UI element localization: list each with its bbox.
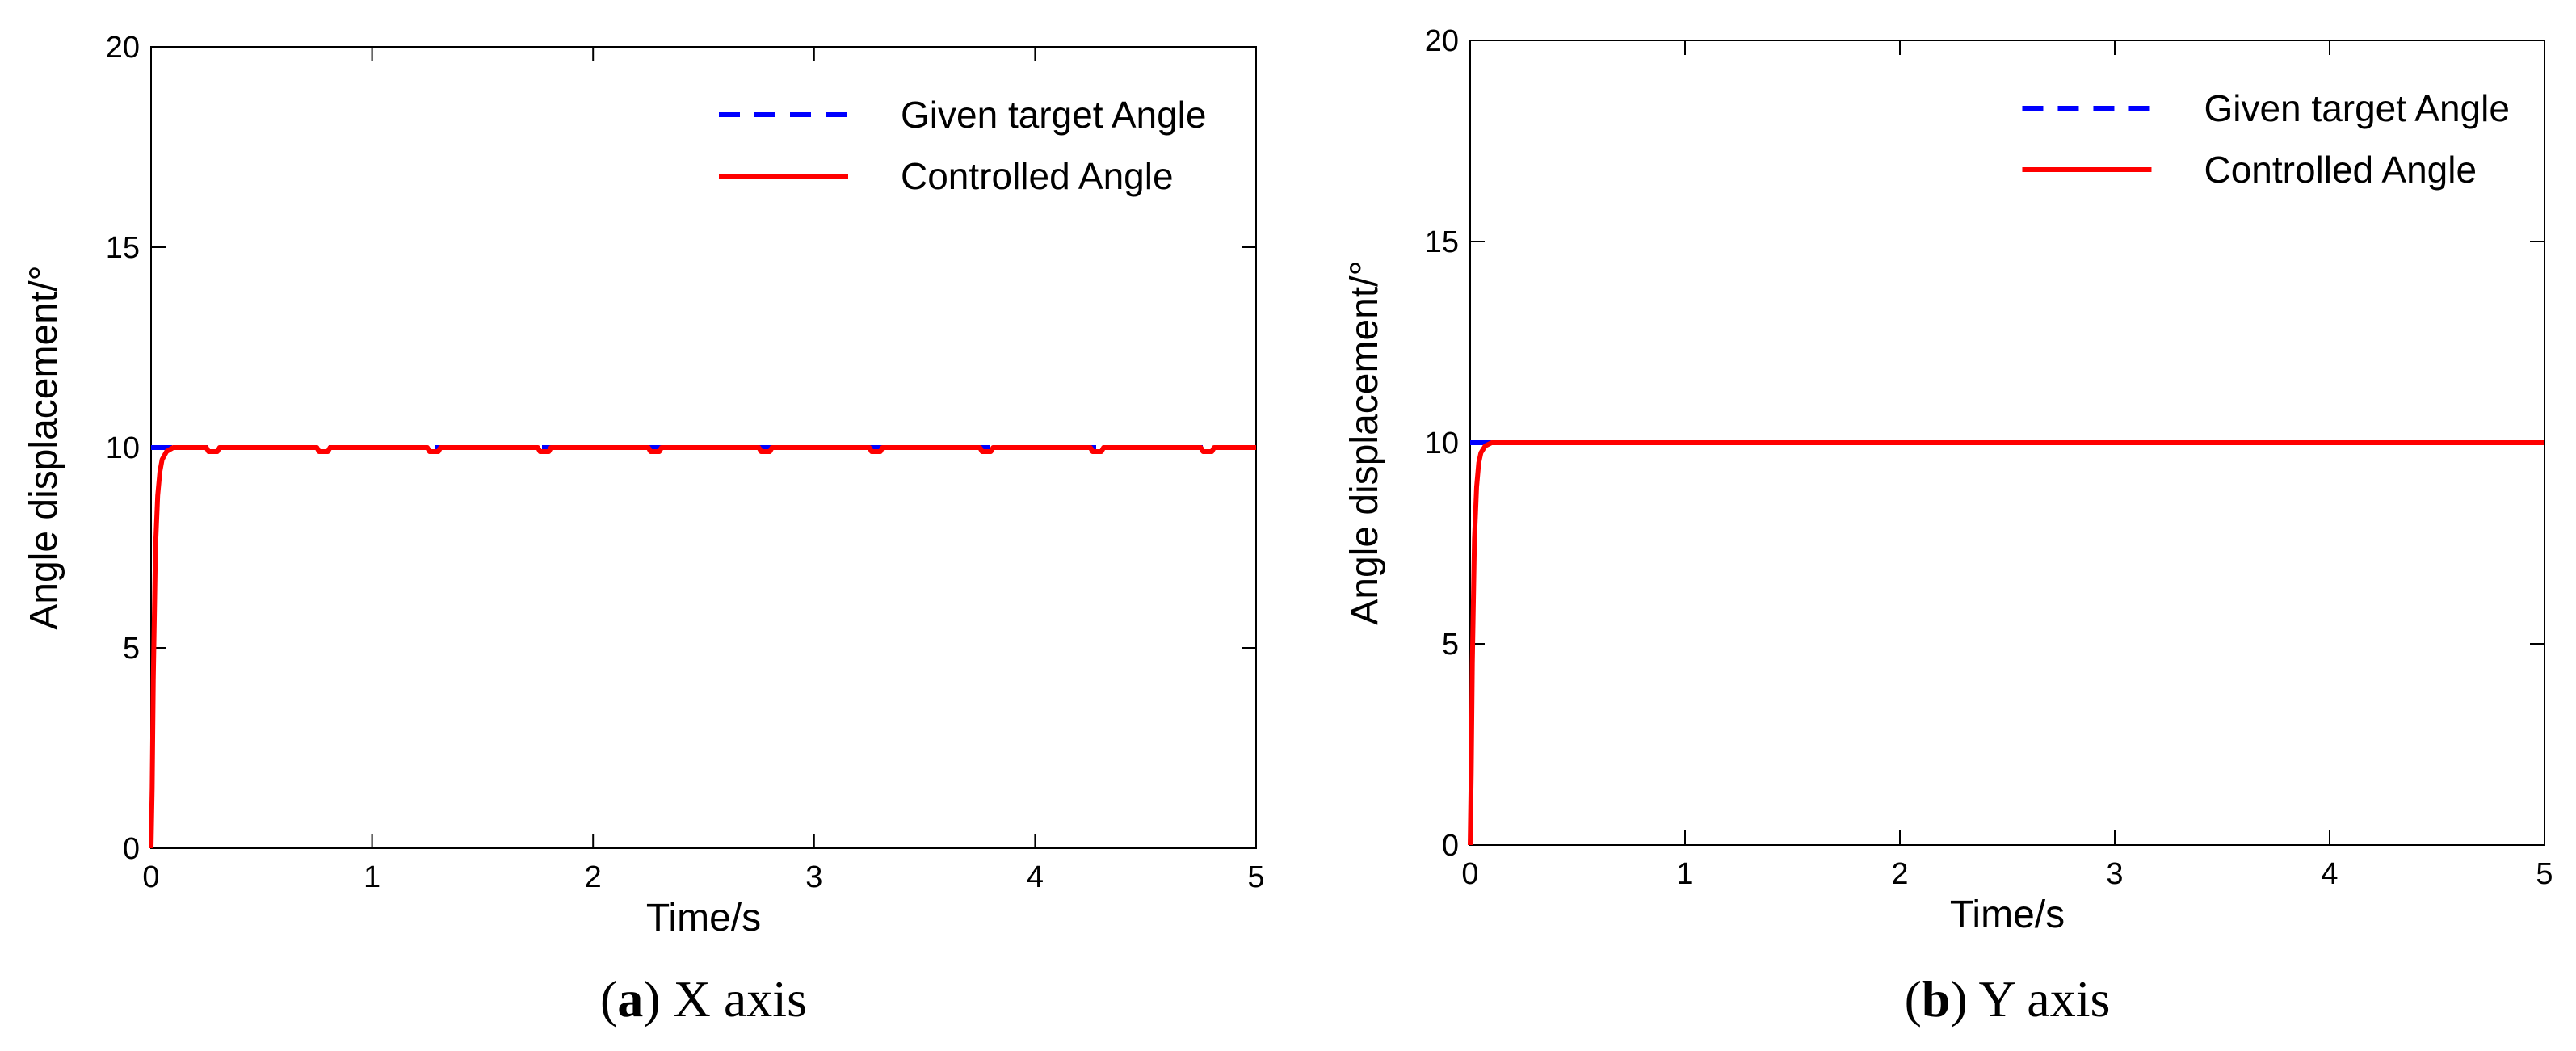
panel-caption: (b) Y axis bbox=[1905, 970, 2111, 1028]
chart-panel-b: 0 1 2 3 4 5 0 5 10 15 20 Given target Angle Controll… bbox=[1343, 24, 2553, 1028]
series-line-controlled bbox=[1468, 440, 2544, 846]
y-axis-label: Angle displacement/° bbox=[23, 265, 65, 629]
y-tick-label: 20 bbox=[1425, 24, 1459, 58]
y-tick-label: 0 bbox=[1442, 829, 1459, 863]
x-tick-label: 4 bbox=[2321, 857, 2338, 891]
x-tick-label: 3 bbox=[2106, 857, 2123, 891]
legend-label: Controlled Angle bbox=[2204, 149, 2477, 191]
y-tick-label: 15 bbox=[106, 231, 140, 265]
x-tick-label: 0 bbox=[142, 860, 159, 894]
x-tick-label: 3 bbox=[805, 860, 822, 894]
y-tick-label: 10 bbox=[1425, 427, 1459, 460]
y-tick-label: 20 bbox=[106, 31, 140, 65]
y-tick-label: 5 bbox=[123, 632, 140, 666]
x-tick-label: 2 bbox=[585, 860, 602, 894]
legend-label: Controlled Angle bbox=[901, 155, 1174, 197]
x-tick-label: 1 bbox=[363, 860, 380, 894]
x-tick-label: 4 bbox=[1027, 860, 1044, 894]
y-axis-label: Angle displacement/° bbox=[1343, 260, 1386, 624]
chart-panel-a: 0 1 2 3 4 5 0 5 10 15 20 Given target Angle Controll… bbox=[23, 31, 1265, 1028]
x-tick-label: 2 bbox=[1891, 857, 1908, 891]
panel-caption: (a) X axis bbox=[600, 970, 807, 1028]
legend-label: Given target Angle bbox=[2204, 87, 2509, 129]
x-tick-label: 0 bbox=[1461, 857, 1478, 891]
x-tick-label: 5 bbox=[2536, 857, 2553, 891]
x-tick-label: 5 bbox=[1247, 860, 1264, 894]
x-axis-label: Time/s bbox=[1950, 893, 2065, 936]
legend-label: Given target Angle bbox=[901, 94, 1206, 136]
x-tick-label: 1 bbox=[1676, 857, 1693, 891]
y-tick-label: 15 bbox=[1425, 225, 1459, 259]
y-tick-label: 0 bbox=[123, 832, 140, 866]
series-line-controlled bbox=[149, 445, 1256, 849]
x-axis-label: Time/s bbox=[646, 897, 761, 940]
y-tick-label: 5 bbox=[1442, 628, 1459, 662]
y-tick-label: 10 bbox=[106, 431, 140, 465]
